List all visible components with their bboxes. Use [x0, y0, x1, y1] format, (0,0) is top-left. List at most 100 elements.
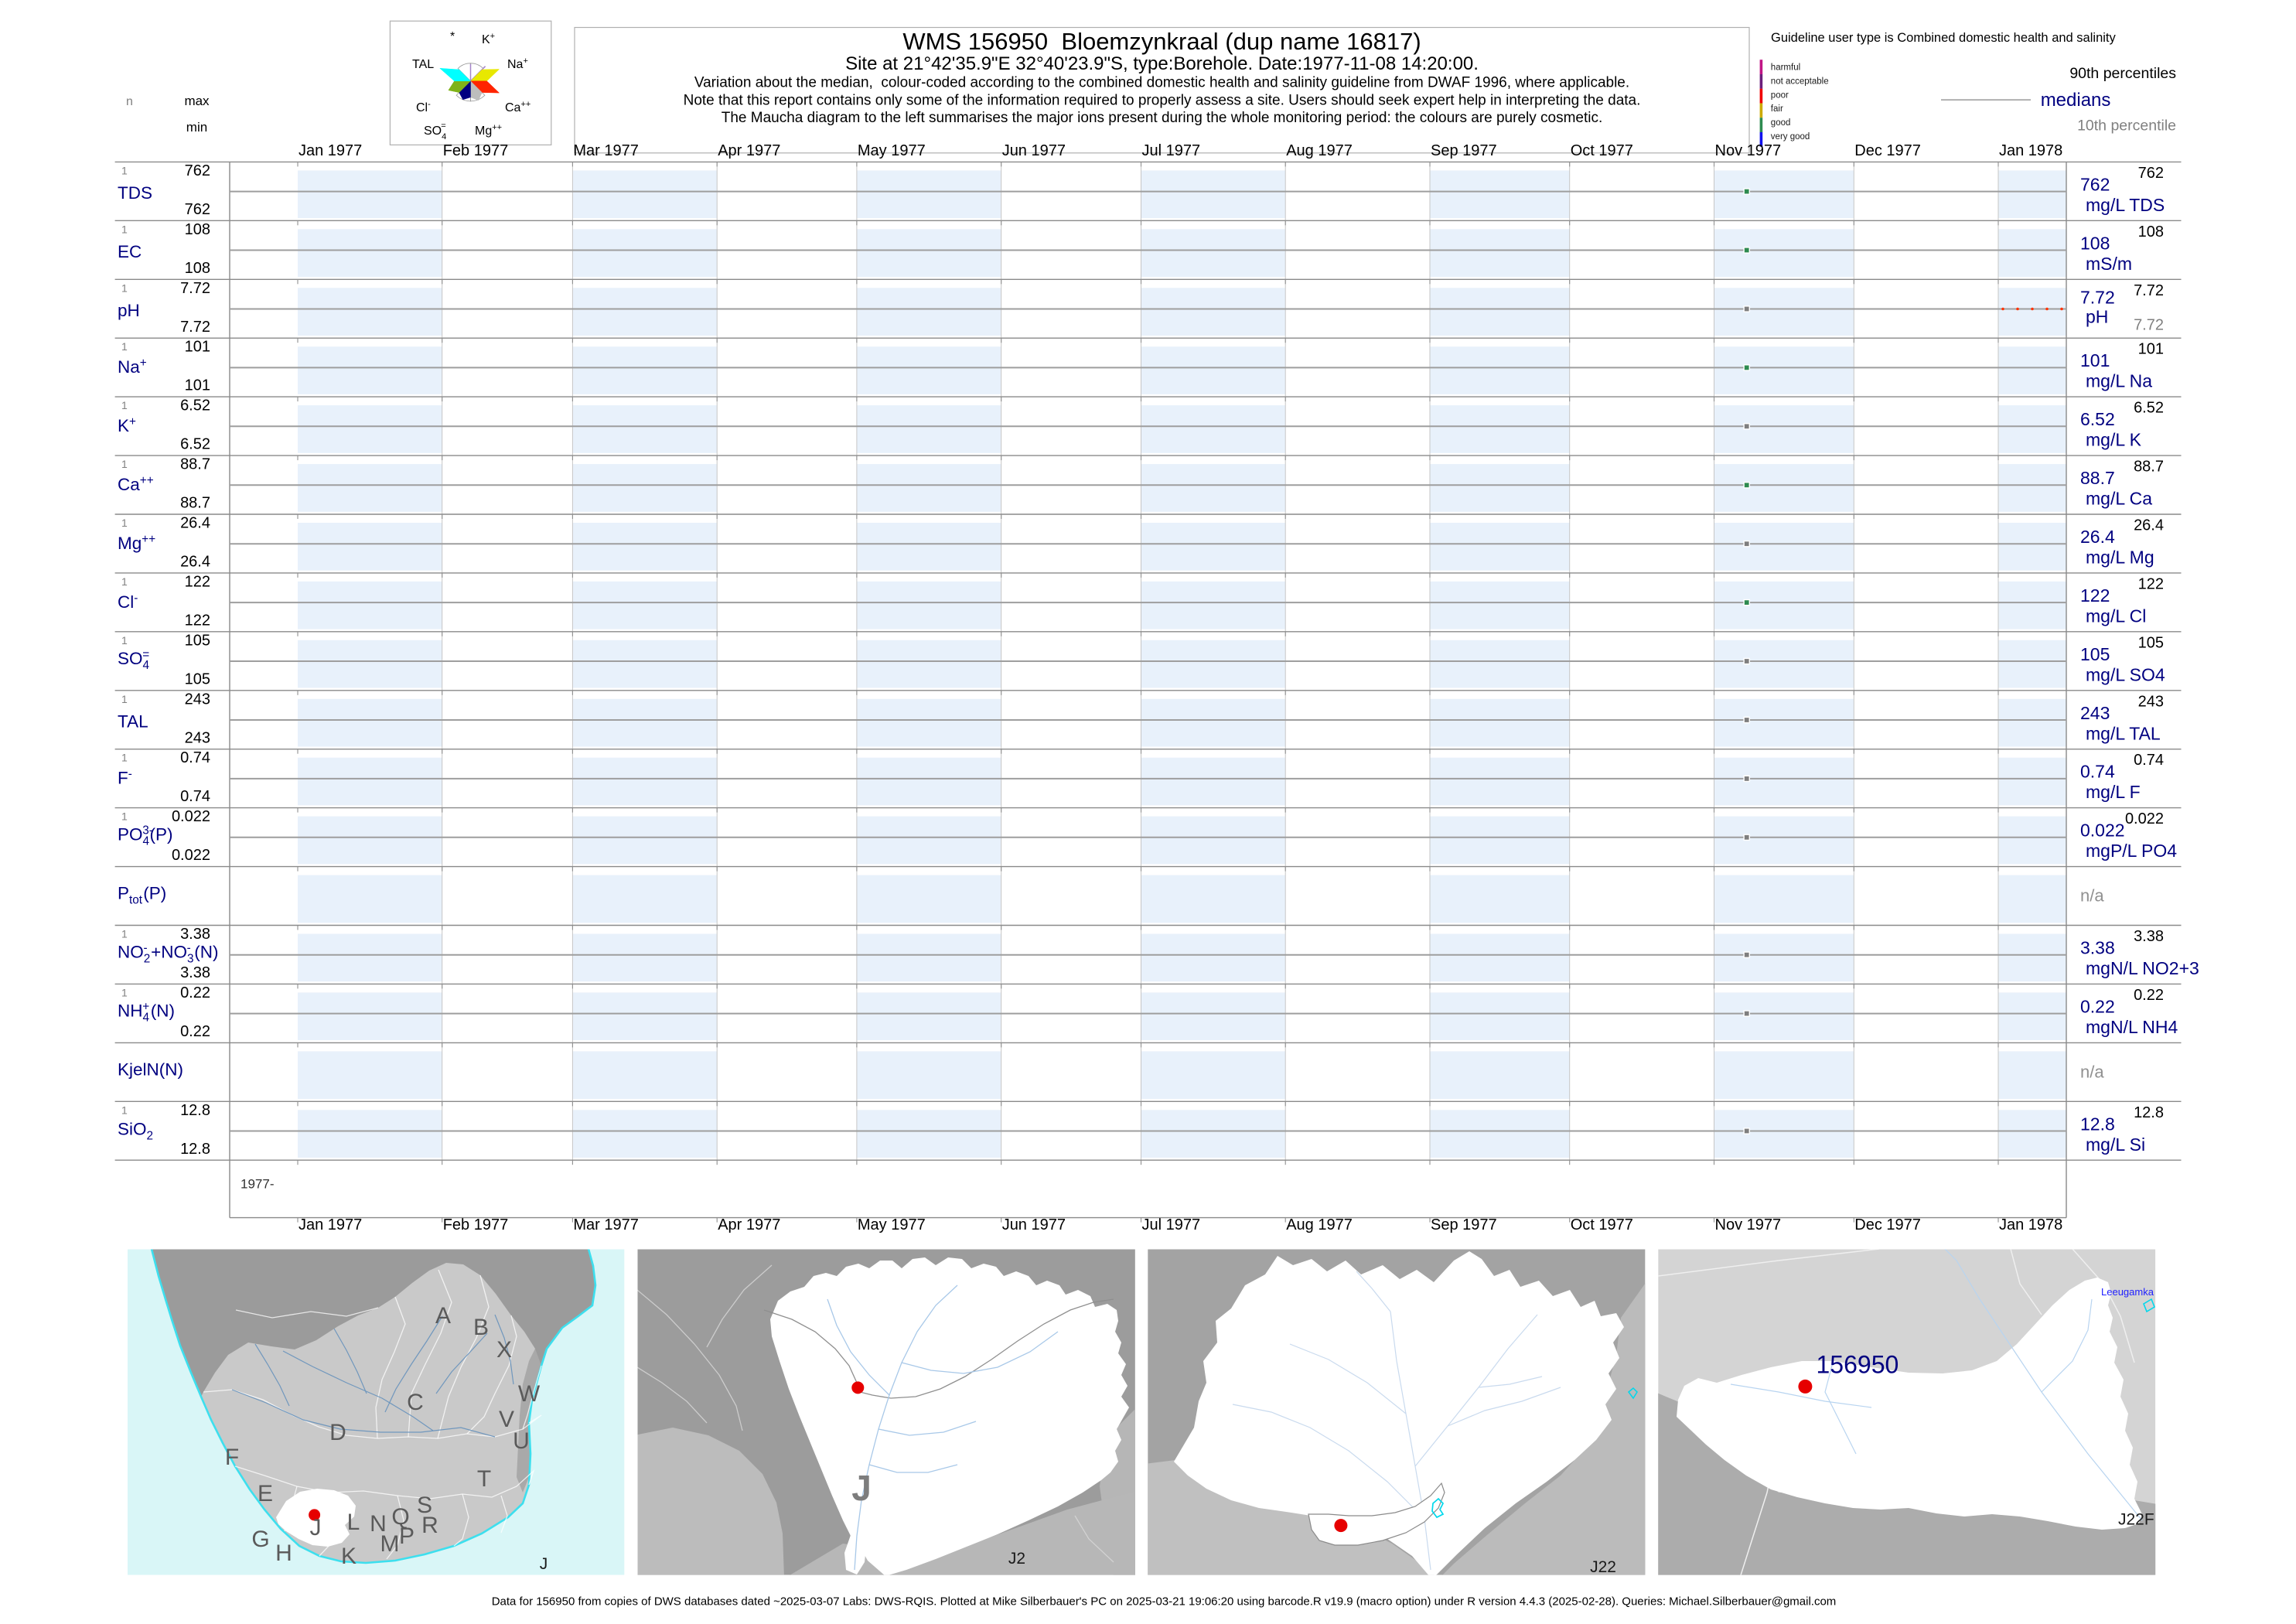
svg-text:poor: poor	[1771, 90, 1789, 100]
svg-text:mS/m: mS/m	[2086, 254, 2132, 274]
svg-text:J: J	[851, 1468, 872, 1508]
svg-text:1: 1	[121, 575, 128, 588]
svg-text:0.74: 0.74	[180, 749, 210, 766]
svg-text:Mg++: Mg++	[118, 533, 155, 553]
svg-text:12.8: 12.8	[180, 1102, 210, 1119]
svg-text:105: 105	[185, 632, 210, 649]
svg-text:101: 101	[185, 339, 210, 356]
svg-text:harmful: harmful	[1771, 63, 1800, 72]
svg-text:762: 762	[185, 162, 210, 179]
svg-text:1: 1	[121, 810, 128, 823]
svg-text:mgN/L NO2+3: mgN/L NO2+3	[2086, 958, 2199, 978]
svg-text:Q: Q	[391, 1504, 409, 1530]
svg-text:Aug 1977: Aug 1977	[1286, 142, 1353, 159]
svg-text:mg/L K: mg/L K	[2086, 430, 2142, 450]
svg-text:Jan 1978: Jan 1978	[1999, 142, 2062, 159]
svg-text:Jul 1977: Jul 1977	[1142, 142, 1201, 159]
svg-text:mg/L Si: mg/L Si	[2086, 1134, 2145, 1155]
svg-text:pH: pH	[118, 301, 140, 320]
svg-text:Jan 1977: Jan 1977	[299, 1216, 362, 1233]
svg-text:Dec 1977: Dec 1977	[1854, 142, 1921, 159]
svg-text:101: 101	[2080, 350, 2110, 370]
svg-text:1: 1	[121, 986, 128, 998]
svg-text:7.72: 7.72	[180, 319, 210, 336]
svg-text:122: 122	[2080, 585, 2110, 606]
svg-text:105: 105	[2080, 644, 2110, 664]
svg-text:TAL: TAL	[118, 711, 148, 731]
svg-text:EC: EC	[118, 242, 142, 261]
svg-text:1: 1	[121, 752, 128, 764]
svg-text:n/a: n/a	[2080, 1062, 2104, 1081]
svg-text:Cl-: Cl-	[416, 100, 431, 114]
svg-text:1: 1	[121, 458, 128, 470]
svg-text:J: J	[540, 1555, 548, 1573]
svg-text:6.52: 6.52	[2080, 409, 2115, 429]
svg-text:101: 101	[185, 377, 210, 394]
svg-text:762: 762	[2080, 174, 2110, 194]
svg-text:mg/L Ca: mg/L Ca	[2086, 489, 2152, 509]
svg-text:243: 243	[2080, 703, 2110, 723]
svg-text:156950: 156950	[1817, 1351, 1899, 1379]
svg-text:J: J	[310, 1515, 322, 1540]
svg-text:N: N	[370, 1511, 387, 1537]
svg-text:Site at 21°42'35.9"E 32°40'23.: Site at 21°42'35.9"E 32°40'23.9"S, type:…	[845, 53, 1479, 74]
svg-text:1: 1	[121, 1104, 128, 1116]
svg-text:Variation about the median, c: Variation about the median, colour-coded…	[694, 75, 1629, 91]
svg-text:P: P	[399, 1523, 415, 1549]
svg-text:0.022: 0.022	[172, 808, 210, 825]
svg-text:Aug 1977: Aug 1977	[1286, 1216, 1353, 1233]
svg-text:12.8: 12.8	[2080, 1114, 2115, 1134]
svg-text:G: G	[251, 1527, 269, 1552]
svg-text:TDS: TDS	[118, 183, 152, 203]
svg-text:Nov 1977: Nov 1977	[1715, 142, 1782, 159]
svg-text:Mar 1977: Mar 1977	[573, 1216, 639, 1233]
svg-text:H: H	[275, 1540, 292, 1566]
svg-text:May 1977: May 1977	[858, 1216, 926, 1233]
svg-text:Jun 1977: Jun 1977	[1002, 142, 1066, 159]
svg-text:mg/L Na: mg/L Na	[2086, 371, 2152, 391]
svg-text:88.7: 88.7	[2080, 468, 2115, 488]
svg-text:Jul 1977: Jul 1977	[1142, 1216, 1201, 1233]
svg-text:108: 108	[185, 260, 210, 277]
svg-text:Dec 1977: Dec 1977	[1854, 1216, 1921, 1233]
svg-text:U: U	[513, 1428, 530, 1454]
svg-text:0.022: 0.022	[172, 847, 210, 864]
svg-text:243: 243	[185, 729, 210, 746]
svg-text:max: max	[184, 94, 210, 108]
svg-text:Leeugamka: Leeugamka	[2101, 1286, 2154, 1298]
svg-text:Note that this report contains: Note that this report contains only some…	[684, 93, 1641, 109]
svg-text:0.74: 0.74	[180, 788, 210, 805]
svg-text:0.22: 0.22	[2080, 996, 2115, 1016]
svg-text:108: 108	[185, 221, 210, 238]
svg-text:T: T	[477, 1466, 491, 1492]
svg-text:7.72: 7.72	[2080, 287, 2115, 307]
svg-text:0.74: 0.74	[2134, 752, 2164, 769]
svg-text:TAL: TAL	[412, 58, 434, 71]
svg-text:0.022: 0.022	[2080, 821, 2125, 841]
svg-text:0.022: 0.022	[2125, 810, 2164, 827]
svg-text:10th percentile: 10th percentile	[2077, 117, 2176, 134]
svg-text:Jun 1977: Jun 1977	[1002, 1216, 1066, 1233]
svg-text:mg/L SO4: mg/L SO4	[2086, 664, 2165, 684]
svg-text:Data for 156950 from copies of: Data for 156950 from copies of DWS datab…	[492, 1595, 1837, 1608]
svg-text:7.72: 7.72	[2134, 282, 2164, 299]
svg-text:243: 243	[2138, 693, 2164, 710]
svg-text:C: C	[407, 1390, 424, 1415]
svg-text:26.4: 26.4	[2080, 527, 2115, 547]
svg-text:May 1977: May 1977	[858, 142, 926, 159]
svg-text:Cl-: Cl-	[118, 592, 138, 612]
svg-text:26.4: 26.4	[180, 515, 210, 532]
svg-text:Feb 1977: Feb 1977	[443, 142, 509, 159]
svg-text:The Maucha diagram to the left: The Maucha diagram to the left summarise…	[722, 110, 1603, 126]
svg-text:0.74: 0.74	[2080, 762, 2115, 782]
svg-text:J22: J22	[1590, 1558, 1616, 1576]
svg-text:Na+: Na+	[118, 357, 147, 377]
svg-text:1: 1	[121, 399, 128, 411]
svg-text:Nov 1977: Nov 1977	[1715, 1216, 1782, 1233]
svg-text:Oct 1977: Oct 1977	[1571, 142, 1633, 159]
svg-text:n/a: n/a	[2080, 886, 2104, 906]
svg-text:W: W	[518, 1381, 541, 1407]
svg-text:3.38: 3.38	[2080, 938, 2115, 958]
svg-text:mg/L Mg: mg/L Mg	[2086, 548, 2154, 568]
svg-text:R: R	[421, 1513, 438, 1538]
